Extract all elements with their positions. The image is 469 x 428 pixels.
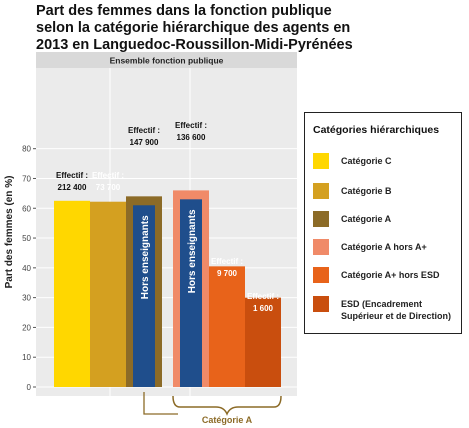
y-tick-label: 80	[22, 145, 31, 154]
y-tick-label: 60	[22, 204, 31, 213]
legend-swatch	[313, 296, 329, 312]
legend-swatch	[313, 267, 329, 283]
y-tick-label: 0	[27, 383, 32, 392]
bar-data-label-value: 212 400	[58, 183, 87, 192]
inner-bar-label: Hors enseignants	[187, 209, 198, 293]
legend-label: Catégorie A	[341, 214, 392, 224]
bar	[54, 200, 90, 387]
bar	[90, 201, 126, 387]
bracket-label: Catégorie A	[202, 415, 253, 425]
panel-strip	[36, 52, 297, 68]
y-tick-label: 20	[22, 323, 31, 332]
curly-bracket	[172, 395, 282, 416]
legend-label: Catégorie B	[341, 186, 392, 196]
legend-swatch	[313, 183, 329, 199]
legend-swatch	[313, 153, 329, 169]
chart-title-line-3: 2013 en Languedoc-Roussillon-Midi-Pyréné…	[36, 37, 353, 53]
bracket-connector	[143, 392, 178, 415]
chart-title-line-1: Part des femmes dans la fonction publiqu…	[36, 3, 332, 19]
y-tick-label: 50	[22, 234, 31, 243]
bar-data-label-heading: Effectif :	[128, 126, 160, 135]
legend-swatch	[313, 211, 329, 227]
bar-data-label-value: 1 600	[253, 304, 274, 313]
bar-data-label-heading: Effectif :	[175, 121, 207, 130]
inner-bar	[133, 205, 155, 387]
legend-label: Catégorie A+ hors ESD	[341, 270, 440, 280]
legend-label: Catégorie C	[341, 156, 392, 166]
legend-label: ESD (Encadrement Supérieur et de Directi…	[341, 299, 452, 321]
legend: Catégories hiérarchiques Catégorie C Caté…	[304, 112, 462, 334]
legend-label: Catégorie A hors A+	[341, 242, 427, 252]
y-axis-title: Part des femmes (en %)	[4, 176, 15, 289]
bar-data-label-value: 147 900	[130, 138, 159, 147]
chart-title-line-2: selon la catégorie hiérarchique des agen…	[36, 20, 351, 36]
bar-data-label-value: 73 700	[96, 183, 121, 192]
bar-data-label-value: 9 700	[217, 269, 238, 278]
bar	[209, 266, 245, 387]
chart-title: Part des femmes dans la fonction publiqu…	[36, 3, 356, 54]
y-tick-label: 70	[22, 174, 31, 183]
y-tick-label: 10	[22, 353, 31, 362]
bar-data-label-heading: Effectif :	[211, 257, 243, 266]
legend-swatch	[313, 239, 329, 255]
bar	[245, 297, 281, 387]
panel-strip-label: Ensemble fonction publique	[110, 56, 224, 66]
y-tick-label: 40	[22, 264, 31, 273]
bar-data-label-value: 136 600	[177, 133, 206, 142]
bar-data-label-heading: Effectif :	[56, 171, 88, 180]
y-tick-label: 30	[22, 294, 31, 303]
bar-data-label-heading: Effectif :	[92, 171, 124, 180]
inner-bar	[180, 199, 202, 387]
bar-data-label-heading: Effectif :	[247, 292, 279, 301]
legend-title: Catégories hiérarchiques	[313, 124, 440, 136]
inner-bar-label: Hors enseignants	[140, 215, 151, 299]
